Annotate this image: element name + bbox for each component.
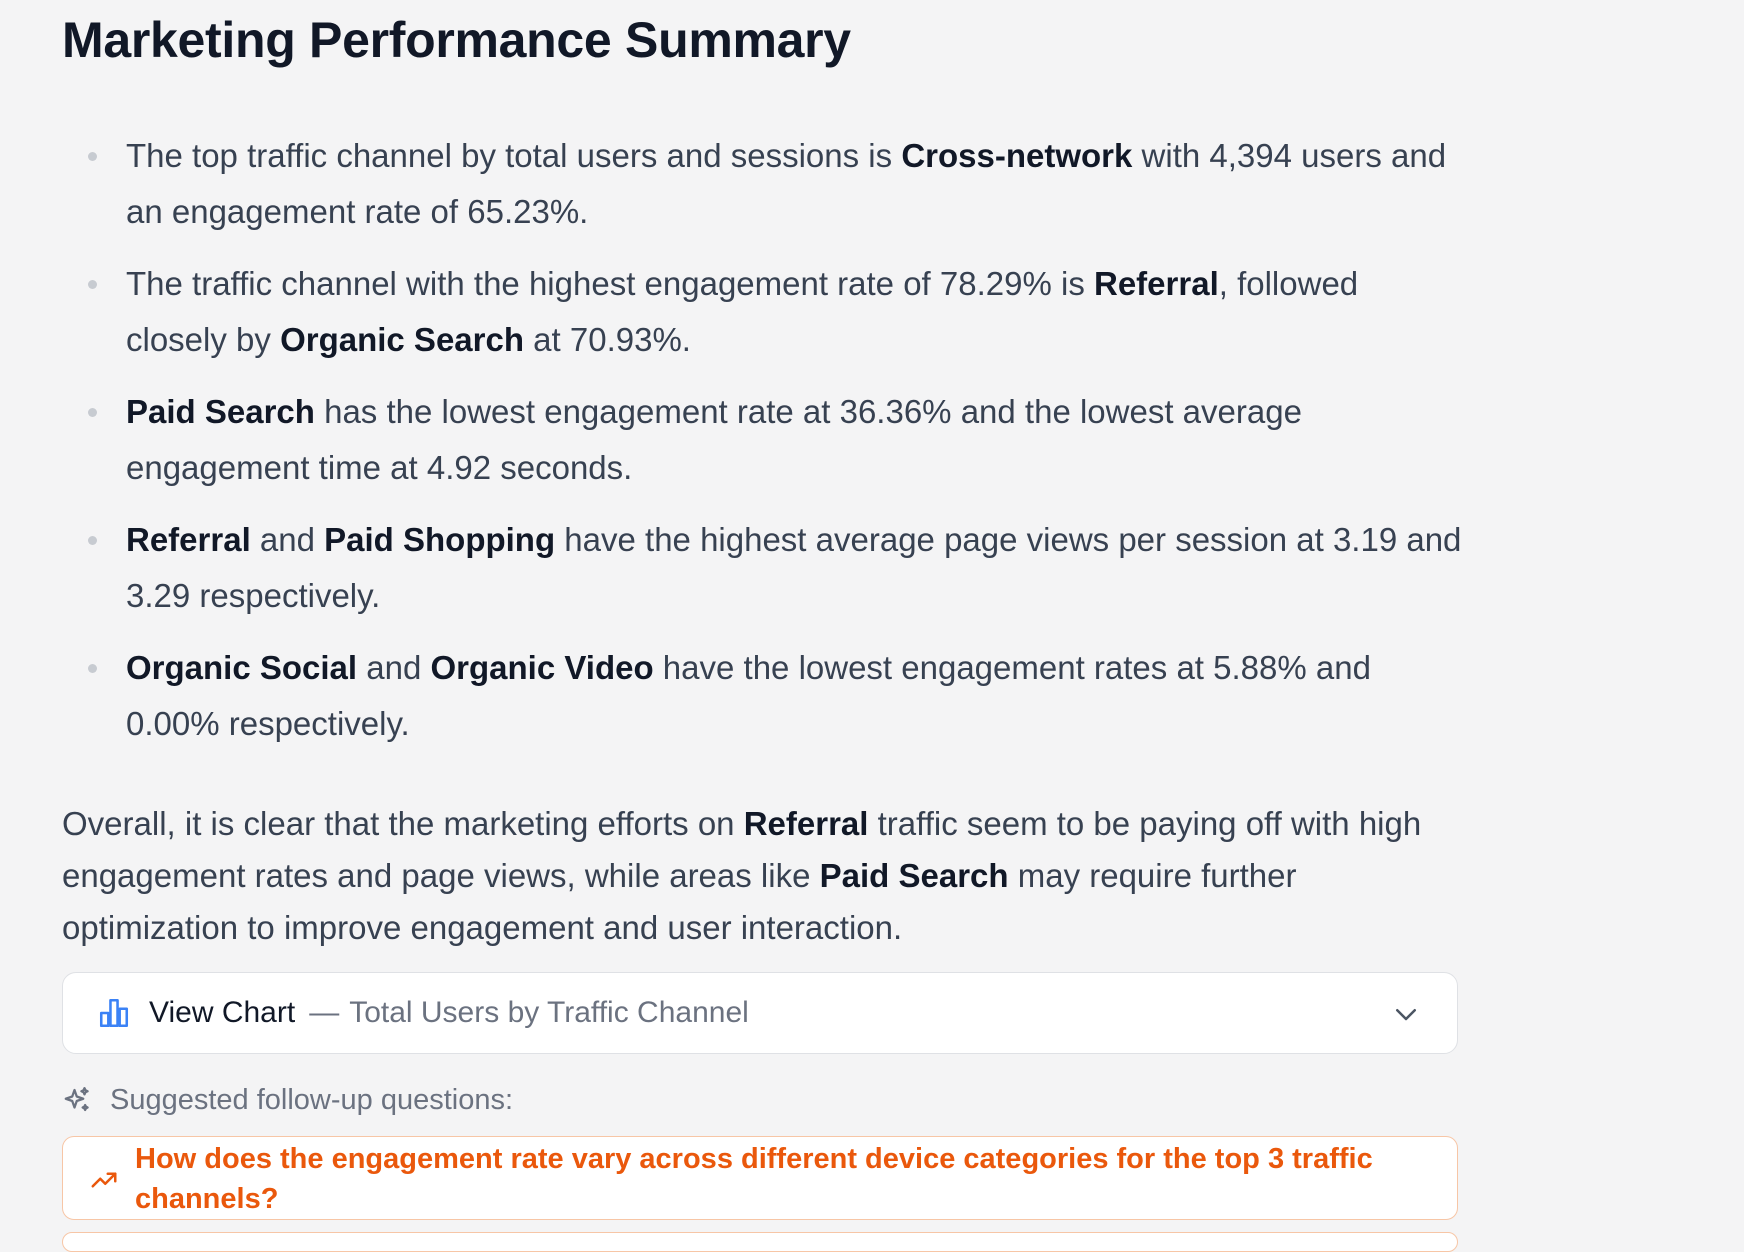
list-item: Organic Social and Organic Video have th…: [62, 640, 1462, 752]
trending-up-icon: [91, 1172, 117, 1188]
suggestions-heading: Suggested follow-up questions:: [62, 1080, 513, 1120]
list-item: Referral and Paid Shopping have the high…: [62, 512, 1462, 624]
followup-question-button[interactable]: How does the engagement rate vary across…: [62, 1136, 1458, 1220]
bar-chart-icon: [99, 998, 129, 1028]
page-title: Marketing Performance Summary: [62, 12, 851, 68]
sparkle-icon: [64, 1087, 89, 1112]
emphasis-text: Cross-network: [901, 137, 1133, 174]
followup-question-text: How does the engagement rate vary across…: [135, 1143, 1373, 1215]
body-text: The traffic channel with the highest eng…: [126, 265, 1094, 302]
view-chart-toggle[interactable]: View Chart — Total Users by Traffic Chan…: [62, 972, 1458, 1054]
body-text: may require further optimization to impr…: [62, 857, 1297, 946]
emphasis-text: Paid Search: [126, 393, 315, 430]
body-text: has the lowest engagement rate at 36.36%…: [126, 393, 1302, 486]
chevron-down-icon[interactable]: [1391, 999, 1421, 1029]
emphasis-text: Paid Search: [819, 857, 1009, 894]
body-text: with 4,394 users and an engagement rate …: [126, 137, 1447, 230]
body-text: The top traffic channel by total users a…: [126, 137, 902, 174]
list-item: The traffic channel with the highest eng…: [62, 256, 1462, 368]
emphasis-text: Referral: [126, 521, 251, 558]
emphasis-text: Organic Social: [126, 649, 358, 686]
emphasis-text: Organic Search: [280, 321, 525, 358]
emphasis-text: Referral: [743, 805, 869, 842]
body-text: have the highest average page views per …: [126, 521, 1462, 614]
summary-content: Marketing Performance Summary The top tr…: [62, 0, 1462, 1252]
followup-question-button-partial[interactable]: [62, 1232, 1458, 1252]
body-text: , followed closely by: [126, 265, 1359, 358]
list-item: The top traffic channel by total users a…: [62, 128, 1462, 240]
emphasis-text: Referral: [1094, 265, 1219, 302]
suggestions-heading-text: Suggested follow-up questions:: [110, 1083, 514, 1116]
emphasis-text: Organic Video: [430, 649, 654, 686]
summary-paragraph: Overall, it is clear that the marketing …: [62, 798, 1462, 954]
list-item: Paid Search has the lowest engagement ra…: [62, 384, 1462, 496]
body-text: have the lowest engagement rates at 5.88…: [126, 649, 1371, 742]
view-chart-label: View Chart: [149, 996, 296, 1029]
body-text: Overall, it is clear that the marketing …: [62, 805, 744, 842]
body-text: and: [357, 649, 431, 686]
separator: —: [309, 996, 340, 1029]
body-text: at 70.93%.: [524, 321, 691, 358]
body-text: and: [250, 521, 325, 558]
insights-list: The top traffic channel by total users a…: [62, 128, 1462, 752]
chart-title: Total Users by Traffic Channel: [349, 996, 749, 1029]
emphasis-text: Paid Shopping: [324, 521, 556, 558]
body-text: traffic seem to be paying off with high …: [62, 805, 1422, 894]
